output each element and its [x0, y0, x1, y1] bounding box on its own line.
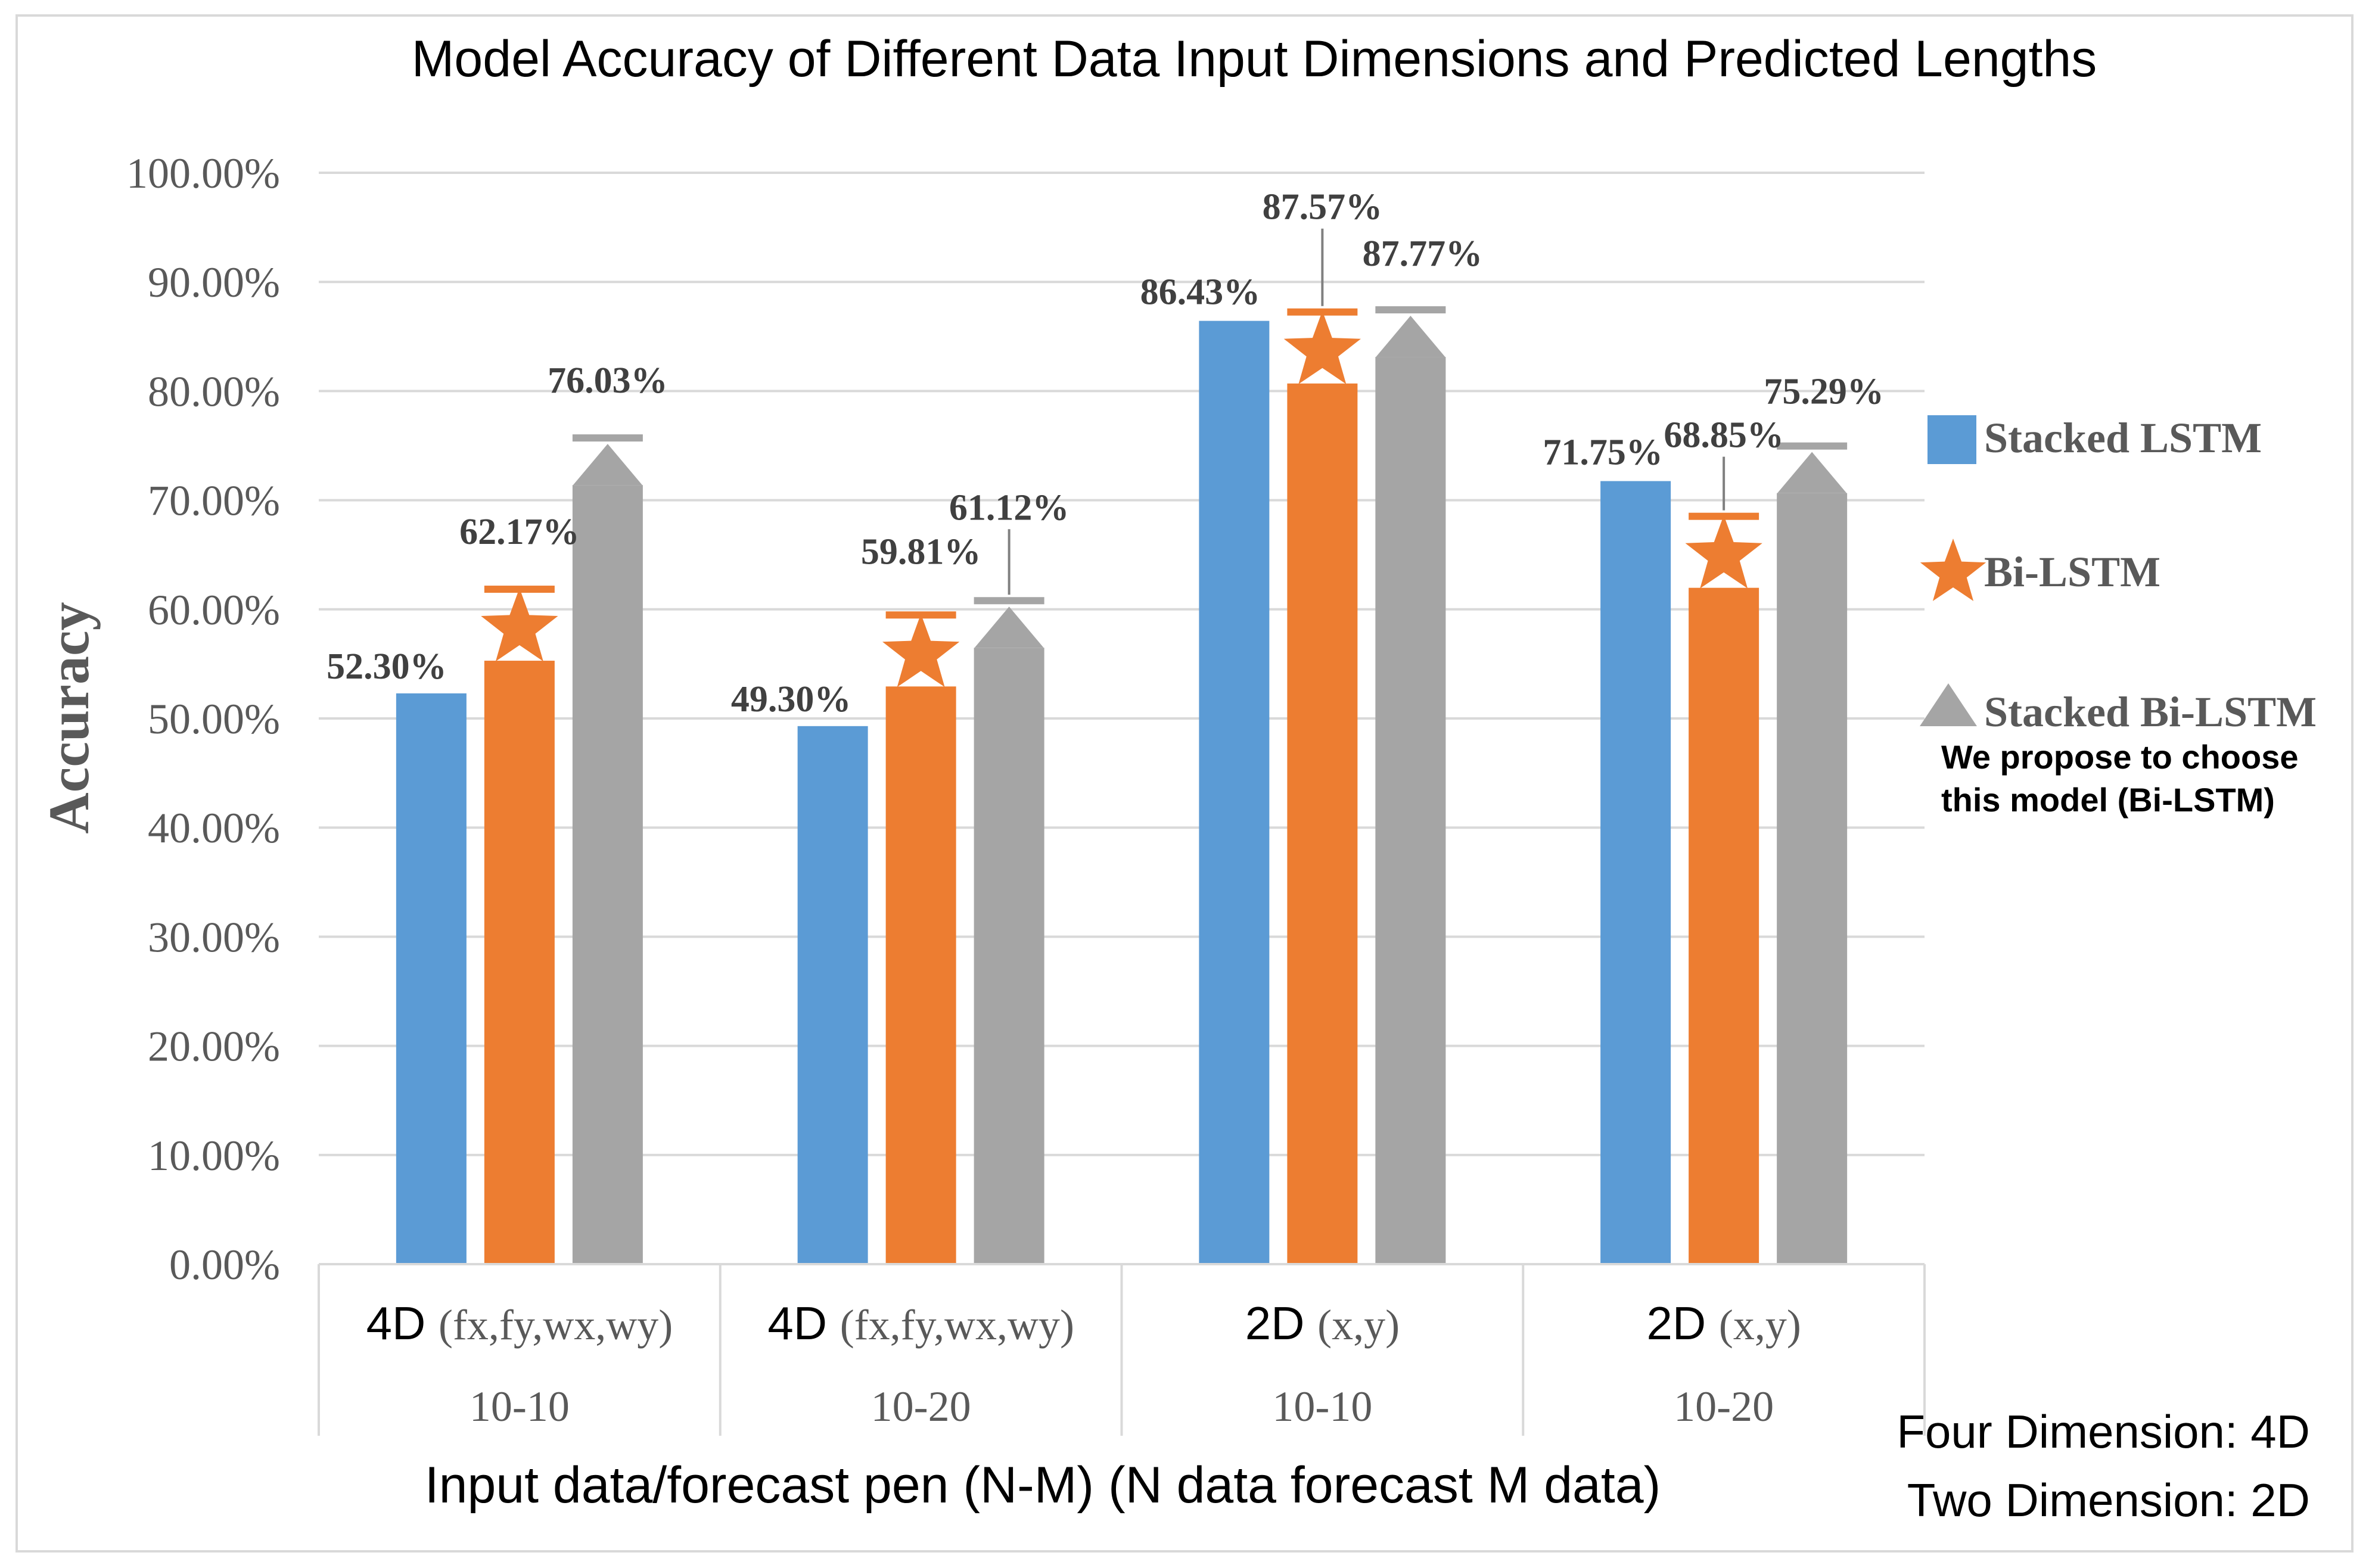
bi-lstm-star-marker	[481, 588, 558, 662]
category-dim: 4D	[767, 1297, 840, 1349]
bi-lstm-star-marker	[1283, 310, 1361, 384]
stacked-bi-lstm-triangle-marker	[573, 444, 642, 486]
data-label: 71.75%	[1543, 433, 1663, 473]
legend-triangle-icon	[1920, 683, 1977, 726]
category-length-label: 10-20	[1674, 1383, 1774, 1430]
category-vars: (x,y)	[1719, 1301, 1801, 1349]
data-label: 87.57%	[1263, 187, 1383, 228]
proposal-note-line1: We propose to choose	[1941, 738, 2298, 776]
y-tick-label: 20.00%	[148, 1023, 280, 1071]
category-length-label: 10-20	[871, 1383, 971, 1430]
y-tick-label: 80.00%	[148, 368, 280, 415]
category-dimension-label: 4D (fx,fy,wx,wy)	[366, 1297, 673, 1349]
proposal-note-line2: this model (Bi-LSTM)	[1941, 781, 2275, 819]
bar-stacked-bi-lstm	[572, 485, 643, 1264]
category-dimension-label: 2D (x,y)	[1646, 1297, 1801, 1349]
data-label: 59.81%	[861, 531, 981, 572]
data-label: 86.43%	[1140, 272, 1261, 313]
stacked-bi-lstm-triangle-marker	[974, 606, 1044, 648]
bar-bi-lstm	[484, 661, 555, 1264]
y-tick-label: 10.00%	[148, 1132, 280, 1180]
category-dim: 2D	[1646, 1297, 1718, 1349]
data-label: 52.30%	[327, 646, 447, 687]
bar-stacked-bi-lstm	[1375, 357, 1446, 1264]
category-dimension-label: 2D (x,y)	[1245, 1297, 1400, 1349]
bar-stacked-lstm	[797, 726, 868, 1264]
bar-cap-stacked-bi-lstm	[974, 597, 1044, 605]
stacked-bi-lstm-triangle-marker	[1376, 316, 1445, 357]
bar-stacked-lstm	[1199, 321, 1270, 1264]
bar-stacked-lstm	[1600, 481, 1671, 1264]
bar-stacked-lstm	[396, 693, 467, 1264]
category-dimension-label: 4D (fx,fy,wx,wy)	[767, 1297, 1074, 1349]
bar-bi-lstm	[1689, 587, 1759, 1265]
bar-cap-stacked-bi-lstm	[1375, 306, 1446, 314]
data-label: 68.85%	[1664, 415, 1784, 456]
y-tick-label: 60.00%	[148, 586, 280, 634]
bar-stacked-bi-lstm	[1777, 493, 1848, 1264]
legend-star-icon	[1920, 539, 1986, 601]
data-label: 75.29%	[1764, 372, 1884, 412]
bar-stacked-bi-lstm	[974, 648, 1044, 1264]
legend-label: Bi-LSTM	[1984, 548, 2160, 596]
category-vars: (fx,fy,wx,wy)	[439, 1301, 673, 1349]
category-dim: 2D	[1245, 1297, 1317, 1349]
bi-lstm-star-marker	[882, 614, 960, 687]
chart-title: Model Accuracy of Different Data Input D…	[412, 30, 2097, 88]
category-vars: (fx,fy,wx,wy)	[840, 1301, 1074, 1349]
y-tick-label: 70.00%	[148, 477, 280, 525]
legend-label: Stacked Bi-LSTM	[1984, 688, 2317, 736]
y-tick-label: 50.00%	[148, 695, 280, 743]
bar-bi-lstm	[885, 686, 956, 1264]
abbr-2d-note: Two Dimension: 2D	[1907, 1474, 2310, 1526]
bar-cap-stacked-bi-lstm	[1777, 442, 1848, 450]
legend-square-icon	[1927, 415, 1976, 464]
y-axis-label: Accuracy	[37, 602, 101, 833]
category-length-label: 10-10	[1272, 1383, 1372, 1430]
bi-lstm-star-marker	[1685, 515, 1762, 589]
data-label: 49.30%	[731, 679, 851, 720]
y-tick-label: 0.00%	[169, 1241, 280, 1289]
y-tick-label: 100.00%	[126, 150, 280, 197]
data-label: 62.17%	[459, 512, 580, 552]
abbr-4d-note: Four Dimension: 4D	[1897, 1405, 2310, 1458]
stacked-bi-lstm-triangle-marker	[1777, 452, 1847, 493]
data-label: 76.03%	[548, 360, 668, 401]
y-tick-label: 30.00%	[148, 913, 280, 961]
category-dim: 4D	[366, 1297, 439, 1349]
bar-bi-lstm	[1287, 383, 1358, 1265]
category-vars: (x,y)	[1317, 1301, 1400, 1349]
y-tick-label: 90.00%	[148, 259, 280, 306]
legend-label: Stacked LSTM	[1984, 414, 2262, 462]
data-label: 61.12%	[949, 487, 1070, 528]
data-label: 87.77%	[1363, 234, 1483, 274]
x-axis-label: Input data/forecast pen (N-M) (N data fo…	[425, 1457, 1661, 1514]
y-tick-label: 40.00%	[148, 804, 280, 852]
category-length-label: 10-10	[470, 1383, 570, 1430]
bar-cap-stacked-bi-lstm	[572, 434, 643, 442]
